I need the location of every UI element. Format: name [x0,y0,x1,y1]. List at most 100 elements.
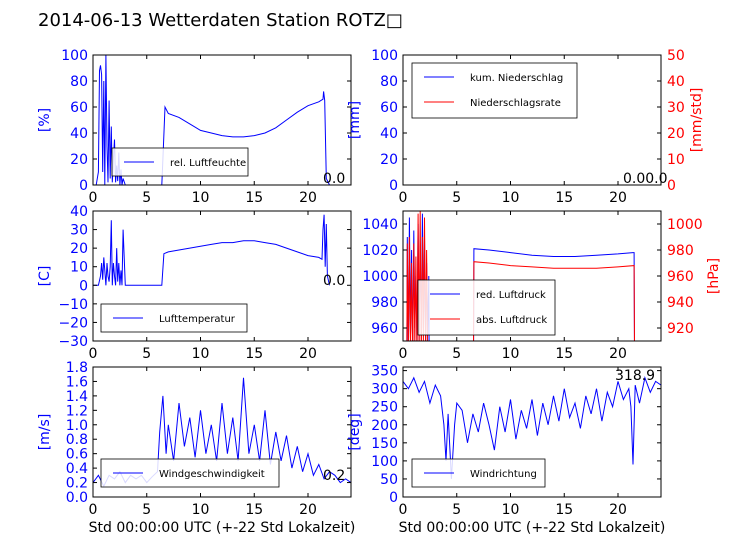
winddir-xtick-label: 10 [502,502,520,518]
pressure-ytick-label: 1000 [362,269,398,285]
humidity-legend-label: rel. Luftfeuchte [170,158,246,169]
pressure-legend: red. Luftdruck abs. Luftdruck [417,279,556,336]
temperature-ytick-label: −30 [58,334,88,350]
humidity-ytick-label: 20 [70,152,88,168]
pressure-xtick-label: 0 [399,346,408,362]
temperature-xtick-label: 10 [192,346,210,362]
precip-legend-label: kum. Niederschlag [470,73,563,84]
precip-xtick-label: 15 [555,190,573,206]
precip-ytick-label-right: 30 [667,100,685,116]
precip-ytick-label: 0 [389,178,398,194]
pressure-legend-label: abs. Luftdruck [476,315,547,326]
pressure-legend-label: red. Luftdruck [476,290,546,301]
windspeed-xtick-label: 5 [142,502,151,518]
humidity-panel: 0 5 10 15 20 0 20 40 60 80 100 [%] 0.0 rel. Luftfeuch… [37,48,352,206]
humidity-ylabel: [%] [37,108,53,132]
humidity-xtick-label: 10 [192,190,210,206]
temperature-ytick-label: −20 [58,315,88,331]
temperature-series-0 [93,214,330,286]
windspeed-panel: 0 5 10 15 200.00.20.40.60.81.01.21.41.61.8[m… [37,360,355,536]
pressure-ytick-label: 960 [371,321,398,337]
humidity-ytick-label: 40 [70,126,88,142]
pressure-xtick-label: 20 [609,346,627,362]
humidity-xtick-label: 15 [245,190,263,206]
temperature-legend: Lufttemperatur [100,303,248,333]
precip-ytick-label-right: 20 [667,126,685,142]
winddir-xlabel: Std 00:00:00 UTC (+-22 Std Lokalzeit) [399,520,666,536]
pressure-ytick-label: 980 [371,295,398,311]
pressure-ytick-label: 1040 [362,217,398,233]
winddir-xtick-label: 5 [452,502,461,518]
humidity-legend: rel. Luftfeuchte [111,147,249,177]
windspeed-legend: Windgeschwindigkeit [100,458,280,488]
precip-ytick-label-right: 50 [667,48,685,64]
temperature-ytick-label: 20 [70,241,88,257]
precip-ytick-label-right: 0 [667,178,676,194]
precip-value-annotation: 0.00.0 [623,171,668,187]
figure-title: 2014-06-13 Wetterdaten Station ROTZ□ [38,10,403,31]
pressure-ytick-label-right: 1000 [667,217,703,233]
windspeed-plot-frame [92,366,352,498]
humidity-series-0 [93,55,330,185]
precip-ytick-label-right: 10 [667,152,685,168]
precip-xtick-label: 0 [399,190,408,206]
precip-ytick-label: 20 [380,152,398,168]
windspeed-xtick-label: 0 [89,502,98,518]
windspeed-ytick-label: 1.6 [66,374,88,390]
winddir-ylabel: [deg] [347,413,363,450]
windspeed-xtick-label: 20 [299,502,317,518]
temperature-xtick-label: 15 [245,346,263,362]
precip-legend: kum. Niederschlag Niederschlagsrate [411,62,578,119]
precip-ylabel: [mm] [347,101,363,139]
precip-ylabel-right: [mm/std] [689,88,705,153]
winddir-ytick-label: 350 [371,364,398,380]
winddir-ytick-label: 300 [371,382,398,398]
windspeed-ytick-label: 0.6 [66,447,88,463]
winddir-xtick-label: 20 [609,502,627,518]
temperature-ylabel: [C] [37,266,53,287]
humidity-ytick-label: 0 [79,178,88,194]
temperature-xtick-label: 0 [89,346,98,362]
humidity-plot-frame [92,54,352,186]
windspeed-ytick-label: 1.2 [66,403,88,419]
pressure-xtick-label: 5 [452,346,461,362]
temperature-plot-frame [92,210,352,342]
winddir-legend: Windrichtung [411,458,546,488]
precip-ytick-label: 100 [371,48,398,64]
windspeed-xtick-label: 15 [245,502,263,518]
winddir-ytick-label: 50 [380,472,398,488]
windspeed-ytick-label: 1.8 [66,360,88,376]
winddir-xtick-label: 15 [555,502,573,518]
precip-legend-label: Niederschlagsrate [470,98,561,109]
winddir-series-0 [403,376,661,479]
humidity-xtick-label: 5 [142,190,151,206]
precip-ytick-label: 80 [380,74,398,90]
windspeed-ylabel: [m/s] [37,414,53,451]
pressure-legend-box [417,279,556,336]
precip-ytick-label: 40 [380,126,398,142]
temperature-ytick-label: −10 [58,297,88,313]
precip-xtick-label: 10 [502,190,520,206]
winddir-value-annotation: 318.9 [615,368,655,384]
temperature-panel: 0 5 10 15 20 −30 −20 −10 0 10 20 30 40 [C] 0.0 Lufttemp… [37,204,352,362]
windspeed-value-annotation: 0.2 [323,468,345,484]
pressure-ytick-label-right: 940 [667,295,694,311]
pressure-ylabel-right: [hPa] [706,258,722,294]
windspeed-ytick-label: 1.4 [66,389,88,405]
winddir-ytick-label: 100 [371,454,398,470]
pressure-ytick-label-right: 980 [667,243,694,259]
pressure-ytick-label: 1020 [362,243,398,259]
pressure-panel: 0 5 10 15 20 960 980 1000 1020 1040 920 940 960 980 10… [362,210,722,362]
temperature-legend-label: Lufttemperatur [159,314,236,325]
pressure-ytick-label-right: 960 [667,269,694,285]
windspeed-legend-label: Windgeschwindigkeit [159,469,265,480]
humidity-xtick-label: 0 [89,190,98,206]
temperature-xtick-label: 5 [142,346,151,362]
temperature-ytick-label: 0 [79,278,88,294]
precip-ytick-label-right: 40 [667,74,685,90]
winddir-xtick-label: 0 [399,502,408,518]
precip-ytick-label: 60 [380,100,398,116]
winddir-legend-label: Windrichtung [470,469,537,480]
